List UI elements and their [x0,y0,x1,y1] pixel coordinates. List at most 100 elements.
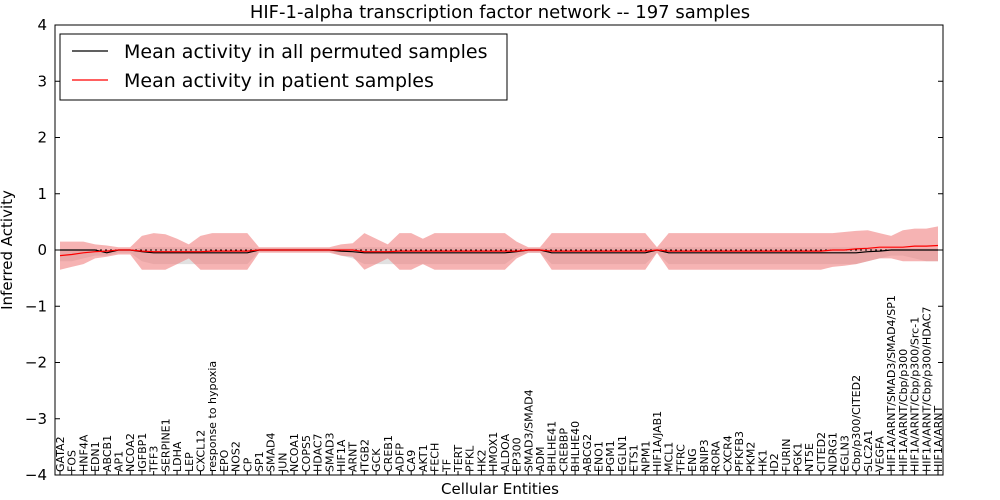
x-tick-label: SMAD3 [323,433,336,472]
x-tick-label: IGFBP1 [136,433,149,472]
x-tick-label: NDRG1 [827,432,840,472]
x-tick-label: CP [241,457,254,472]
x-tick-label: FECH [429,443,442,472]
x-tick-label: EGLN3 [838,435,851,472]
x-tick-label: ADFP [393,443,406,472]
x-tick-label: NCOA2 [124,433,137,472]
x-tick-label: AKT1 [417,444,430,472]
x-tick-label: HDAC7 [312,433,325,472]
x-tick-label: ALDOA [499,433,512,472]
x-tick-label: PKM2 [745,442,758,472]
x-tick-label: SMAD3/SMAD4 [522,389,535,472]
y-tick-label: 1 [37,185,47,203]
y-tick-label: −1 [25,297,47,315]
y-tick-label: 3 [37,72,47,90]
x-tick-label: TERT [452,444,465,473]
x-tick-label: NPM1 [639,441,652,472]
y-tick-label: −2 [25,354,47,372]
x-tick-label: CREBBP [557,428,570,472]
x-tick-label: LEP [183,452,196,472]
x-tick-label: SP1 [253,451,266,472]
y-tick-label: −4 [25,466,47,484]
x-tick-label: EGLN1 [616,435,629,472]
x-tick-label: GATA2 [54,436,67,472]
x-tick-label: PGK1 [792,443,805,472]
x-tick-label: TF [440,459,453,473]
series-lines [59,244,939,257]
x-tick-label: PFKL [464,445,477,472]
x-tick-label: JUN [276,452,289,473]
x-tick-label: ID2 [768,453,781,472]
y-tick-label: 2 [37,129,47,147]
x-tick-label: ADM [534,447,547,473]
line-permuted [60,249,938,254]
x-tick-label: COPS5 [300,435,313,472]
x-tick-label: VEGFA [873,436,886,472]
x-tick-label: ENO1 [593,441,606,472]
x-tick-label: RORA [710,441,723,472]
x-tick-label: HK1 [756,450,769,472]
band-patient [60,226,938,270]
x-tick-label: NT5E [803,443,816,472]
x-tick-label: BHLHE41 [546,421,559,472]
x-tick-label: HNF4A [77,434,90,472]
legend: Mean activity in all permuted samples Me… [59,33,508,101]
x-tick-label: BHLHE40 [569,421,582,472]
x-axis-title: Cellular Entities [441,480,559,498]
x-tick-label: NOS2 [230,441,243,472]
x-tick-label: HIF1A/ARNT/Cbp/p300 [897,349,910,472]
y-tick-label: 4 [37,16,47,34]
x-tick-label: HIF1A/ARNT [932,406,945,472]
x-tick-label: CXCL12 [194,430,207,472]
x-tick-label: PGM1 [604,440,617,472]
x-tick-label: HIF1A/ARNT/SMAD3/SMAD4/SP1 [885,295,898,472]
legend-box [59,33,508,101]
y-axis-ticks: 4 3 2 1 0 −1 −2 −3 −4 [25,16,943,484]
x-tick-label: PFKFB3 [733,431,746,472]
x-tick-label: EPO [218,449,231,472]
x-tick-label: EP300 [511,437,524,472]
x-tick-label: GCK [370,448,383,472]
x-tick-label: ENG [686,448,699,472]
x-axis-category-labels: GATA2FOSHNF4AEDN1ABCB1AP1NCOA2IGFBP1TFF3… [54,295,945,475]
confidence-bands [60,226,938,270]
x-tick-label: response to hypoxia [206,361,219,472]
x-tick-label: ABCG2 [581,434,594,472]
x-tick-label: BNIP3 [698,439,711,472]
x-tick-label: SMAD4 [265,433,278,472]
x-tick-label: CXCR4 [721,435,734,472]
legend-label-patient: Mean activity in patient samples [124,70,434,92]
x-tick-label: MCL1 [663,442,676,472]
x-tick-label: HIF1A/JAB1 [651,411,664,472]
x-tick-label: CREB1 [382,435,395,472]
x-tick-label: HK2 [475,450,488,472]
y-tick-label: 0 [37,241,47,259]
x-tick-label: FOS [66,450,79,472]
x-tick-label: TFRC [674,444,687,473]
x-tick-label: ABCB1 [101,435,114,472]
x-tick-label: HIF1A [335,439,348,472]
x-tick-label: SLC2A1 [862,430,875,472]
x-tick-label: CITED2 [815,432,828,472]
x-tick-label: SERPINE1 [159,418,172,472]
x-tick-label: LDHA [171,441,184,472]
x-tick-label: FURIN [780,439,793,473]
chart-title: HIF-1-alpha transcription factor network… [250,2,750,23]
x-tick-label: HIF1A/ARNT/Cbp/p300/HDAC7 [920,307,933,473]
x-tick-label: HMOX1 [487,432,500,472]
line-patient [59,244,939,257]
legend-label-permuted: Mean activity in all permuted samples [124,41,487,63]
x-tick-label: Cbp/p300/CITED2 [850,375,863,472]
x-tick-label: AP1 [113,451,126,472]
x-tick-label: HIF1A/ARNT/Cbp/p300/Src-1 [909,317,922,472]
x-tick-label: NCOA1 [288,433,301,472]
x-tick-label: ETS1 [628,444,641,472]
x-tick-label: TFF3 [148,446,161,473]
y-axis-title: Inferred Activity [0,190,16,310]
x-tick-label: EDN1 [89,441,102,472]
x-tick-label: ITGB2 [358,439,371,472]
x-tick-label: ARNT [347,442,360,472]
x-tick-label: CA9 [405,450,418,472]
y-tick-label: −3 [25,410,47,428]
